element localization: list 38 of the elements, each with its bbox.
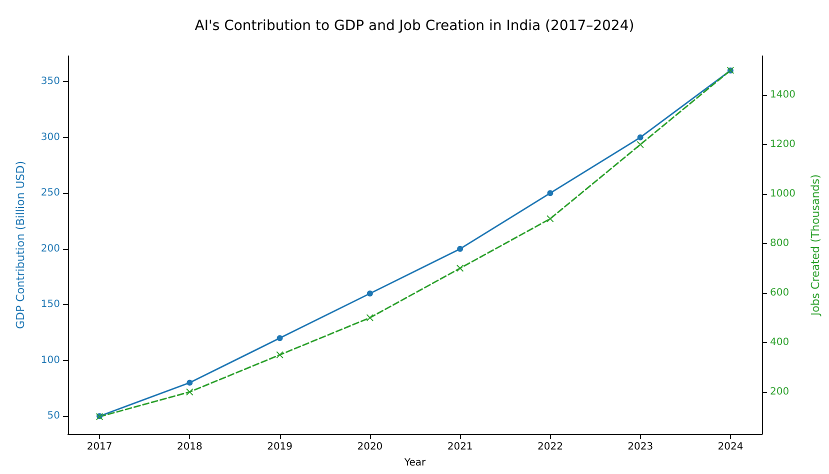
y2-tick-label: 1400 (770, 90, 796, 101)
x-tick-label: 2023 (628, 442, 654, 452)
point (547, 190, 554, 196)
point (546, 215, 554, 222)
y-tick-label: 350 (40, 76, 60, 88)
point (366, 314, 374, 322)
point (456, 264, 464, 272)
y-tick-label: 200 (40, 243, 60, 254)
y2-tick-label: 600 (770, 287, 790, 298)
point (366, 290, 373, 297)
chart-title: AI's Contribution to GDP and Job Creation in India (2017–2024) (194, 18, 634, 34)
point (186, 388, 194, 396)
y-tick-label: 300 (40, 132, 60, 143)
x-tick-label: 2018 (176, 442, 202, 452)
x-tick-label: 2024 (718, 442, 744, 452)
y2-axis-title: Jobs Created (Thousands) (809, 174, 822, 317)
y2-tick-label: 1000 (770, 188, 796, 200)
y-axis-title: GDP Contribution (Billion USD) (14, 161, 27, 329)
y-tick-label: 250 (40, 188, 60, 199)
point (186, 380, 193, 386)
x-tick-label: 2017 (86, 442, 112, 452)
y-tick-label: 150 (40, 299, 60, 310)
y2-tick-label: 400 (770, 336, 790, 348)
x-tick-label: 2019 (267, 442, 293, 452)
y2-tick-label: 1200 (770, 139, 796, 150)
point (457, 246, 464, 252)
point (636, 141, 644, 148)
x-tick-label: 2021 (447, 442, 473, 452)
point (637, 134, 644, 140)
x-tick-label: 2022 (537, 442, 563, 452)
y-tick-label: 50 (47, 410, 60, 422)
y2-tick-label: 200 (770, 386, 790, 398)
point (276, 351, 284, 358)
point (276, 335, 283, 342)
x-axis-title: Year (403, 458, 426, 468)
y2-tick-label: 800 (770, 238, 790, 250)
y-tick-label: 100 (40, 354, 60, 366)
x-tick-label: 2020 (357, 442, 383, 452)
